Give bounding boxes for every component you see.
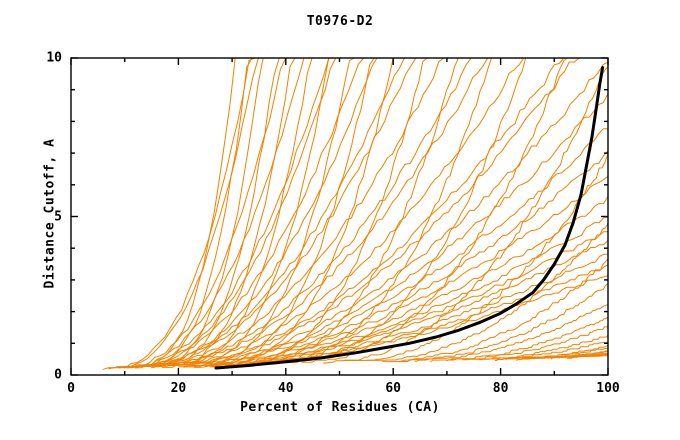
prediction-curve — [322, 66, 609, 364]
prediction-curve — [382, 258, 609, 363]
prediction-curve — [167, 57, 296, 364]
prediction-curve — [124, 57, 330, 368]
prediction-curve — [237, 57, 428, 363]
y-tick-label: 0 — [54, 367, 62, 383]
reference-curve — [214, 66, 605, 370]
prediction-curve — [177, 57, 313, 364]
prediction-curve — [102, 57, 256, 370]
prediction-curve — [108, 57, 259, 370]
prediction-curve — [188, 128, 609, 368]
prediction-curve — [194, 150, 609, 368]
prediction-curve — [151, 57, 472, 369]
page-title: T0976-D2 — [306, 14, 374, 29]
prediction-curve — [156, 57, 489, 368]
prediction-curve — [172, 57, 580, 367]
prediction-curve — [398, 283, 609, 362]
prediction-curve — [143, 57, 253, 366]
prediction-curve — [134, 57, 236, 366]
prediction-curve — [145, 57, 445, 368]
prediction-curve — [414, 304, 609, 362]
prediction-curve — [177, 61, 609, 368]
prediction-curve — [301, 57, 568, 363]
axis-ticks — [70, 57, 609, 376]
prediction-curve — [126, 57, 337, 369]
prediction-curve — [159, 57, 280, 365]
x-tick-label: 100 — [596, 381, 620, 396]
prediction-curve — [183, 93, 609, 368]
prediction-curve — [478, 341, 609, 361]
x-tick-label: 40 — [277, 381, 294, 396]
prediction-curve — [226, 253, 609, 368]
x-axis-label: Percent of Residues (CA) — [240, 400, 440, 415]
prediction-curve — [199, 175, 609, 366]
prediction-curve — [567, 355, 609, 359]
y-tick-label: 5 — [54, 209, 62, 224]
prediction-curve — [344, 153, 609, 361]
prediction-curve — [137, 57, 405, 366]
prediction-curve — [210, 216, 609, 368]
prediction-curve — [199, 57, 355, 364]
prediction-curve — [365, 222, 609, 361]
prediction-curve — [167, 57, 565, 366]
prediction-curve — [220, 239, 609, 368]
prediction-curve — [188, 57, 330, 365]
prediction-curve — [253, 57, 459, 363]
prediction-curve — [220, 57, 394, 365]
x-tick-label: 0 — [67, 381, 75, 396]
x-tick-label: 60 — [385, 381, 402, 396]
prediction-curve — [210, 57, 375, 365]
prediction-curves-group — [102, 57, 609, 370]
prediction-curve — [559, 353, 609, 359]
x-tick-label: 80 — [492, 381, 509, 396]
reference-curve-group — [214, 66, 605, 370]
y-tick-label: 10 — [46, 50, 62, 66]
prediction-curve — [129, 57, 365, 368]
x-tick-label: 20 — [170, 381, 187, 396]
